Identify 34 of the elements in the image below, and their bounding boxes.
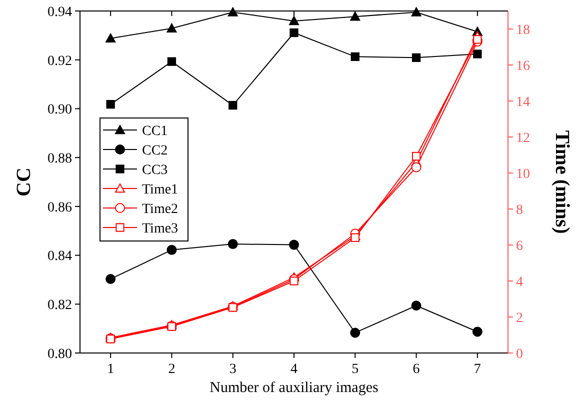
y2-tick-label: 2 [516, 310, 523, 326]
y-tick-label: 0.88 [48, 151, 72, 166]
y2-tick-label: 10 [516, 166, 530, 182]
y-tick-label: 0.90 [48, 102, 72, 118]
x-tick-label: 7 [474, 362, 481, 377]
x-tick-label: 4 [290, 362, 298, 377]
x-tick-label: 3 [229, 362, 236, 377]
y2-tick-label: 18 [516, 22, 530, 38]
y-tick-label: 0.82 [48, 298, 72, 314]
x-axis-title: Number of auxiliary images [210, 380, 379, 396]
y-tick-label: 0.92 [48, 54, 72, 69]
y-tick-label: 0.84 [48, 249, 72, 264]
y2-tick-label: 16 [516, 58, 530, 74]
x-tick-label: 1 [107, 362, 114, 377]
x-tick-label: 6 [412, 362, 420, 377]
y2-tick-label: 12 [516, 130, 530, 146]
y2-tick-label: 14 [516, 94, 530, 110]
y-tick-label: 0.86 [48, 200, 72, 216]
y2-tick-label: 8 [516, 202, 523, 218]
legend-label: Time2 [142, 202, 178, 217]
y2-tick-label: 0 [516, 346, 523, 362]
y2-tick-label: 6 [516, 238, 523, 254]
x-tick-label: 2 [168, 362, 176, 377]
y-tick-label: 0.80 [48, 346, 72, 362]
legend-label: CC2 [142, 143, 168, 158]
legend-label: Time1 [142, 182, 178, 198]
legend-label: CC1 [142, 124, 168, 139]
legend-label: Time3 [142, 221, 178, 236]
y2-tick-label: 4 [516, 274, 523, 290]
x-tick-label: 5 [352, 362, 359, 377]
y-tick-label: 0.94 [48, 4, 72, 20]
y-axis-title: CC [13, 168, 35, 196]
y2-axis-title: Time (mins) [551, 130, 573, 234]
legend-label: CC3 [142, 162, 168, 178]
